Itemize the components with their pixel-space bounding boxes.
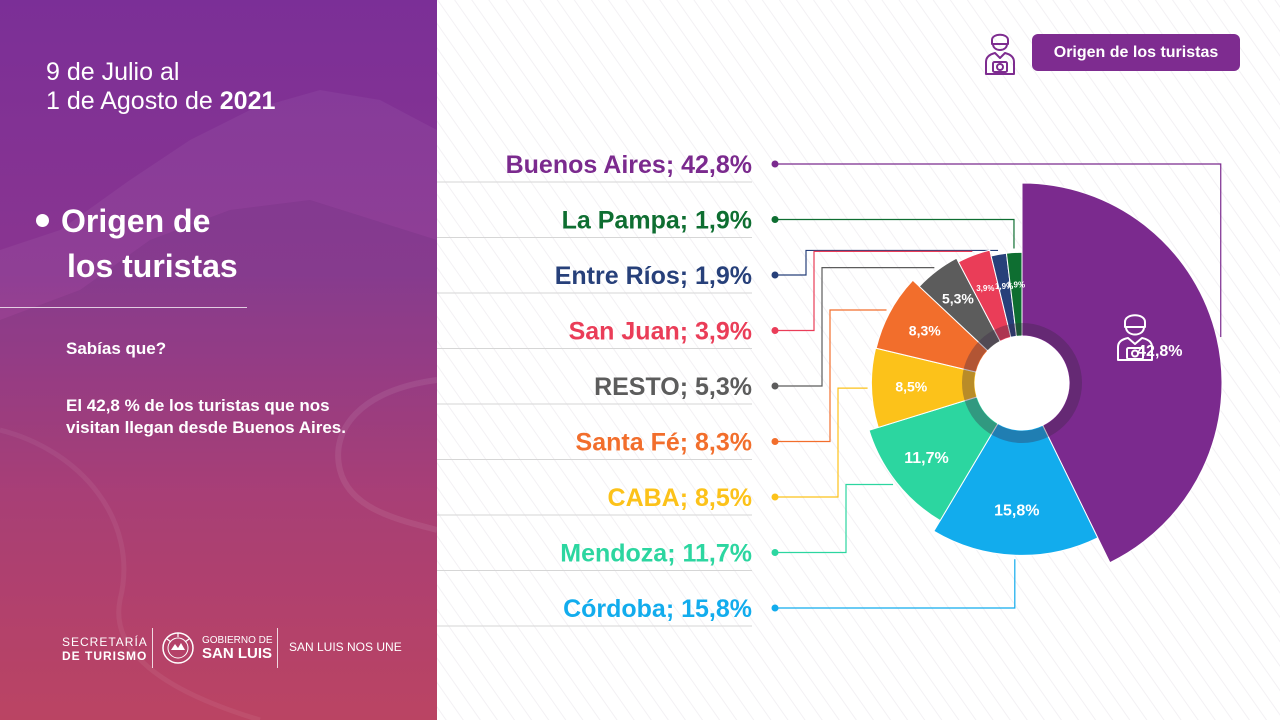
section-title-line-1: Origen de bbox=[61, 203, 211, 239]
secretaria-logo: SECRETARÍA DE TURISMO bbox=[62, 635, 148, 663]
legend-label-san-juan: San Juan; 3,9% bbox=[569, 318, 752, 346]
tourist-camera-icon bbox=[1117, 314, 1153, 361]
mountain-background bbox=[0, 90, 437, 720]
gobierno-line-2: SAN LUIS bbox=[202, 645, 273, 662]
slice-label-cordoba: 15,8% bbox=[994, 503, 1039, 520]
connector-mendoza bbox=[775, 483, 894, 554]
connector-entre-rios bbox=[775, 249, 999, 276]
date-range: 9 de Julio al 1 de Agosto de 2021 bbox=[46, 58, 275, 116]
connector-buenos-aires bbox=[775, 163, 1222, 337]
legend-label-mendoza: Mendoza; 11,7% bbox=[560, 540, 752, 568]
legend-label-cordoba: Córdoba; 15,8% bbox=[563, 595, 752, 623]
origin-tourists-button[interactable]: Origen de los turistas bbox=[1032, 34, 1240, 71]
footer-divider bbox=[277, 628, 278, 668]
slice-label-la-pampa: 1,9% bbox=[1007, 280, 1025, 289]
legend-label-la-pampa: La Pampa; 1,9% bbox=[562, 207, 752, 235]
connector-cordoba bbox=[775, 559, 1016, 609]
date-line-1: 9 de Julio al bbox=[46, 58, 180, 86]
slice-label-mendoza: 11,7% bbox=[904, 450, 948, 467]
legend-label-entre-rios: Entre Ríos; 1,9% bbox=[555, 262, 752, 290]
slice-label-santa-fe: 8,3% bbox=[909, 323, 941, 339]
section-title-line-2: los turistas bbox=[67, 248, 238, 284]
donut-inner-ring bbox=[962, 323, 1082, 443]
tourist-camera-icon bbox=[985, 33, 1015, 75]
gobierno-logo: GOBIERNO DE SAN LUIS bbox=[202, 635, 273, 662]
secretaria-line-2: DE TURISMO bbox=[62, 649, 148, 663]
connector-la-pampa bbox=[775, 218, 1015, 249]
slice-label-caba: 8,5% bbox=[895, 379, 927, 395]
connector-santa-fe bbox=[775, 309, 887, 443]
slice-label-buenos-aires: 42,8% bbox=[1137, 343, 1182, 360]
donut-hole bbox=[975, 336, 1069, 430]
slice-label-san-juan: 3,9% bbox=[976, 284, 994, 293]
connector-san-juan bbox=[775, 250, 973, 332]
divider bbox=[0, 307, 247, 308]
province-seal-icon bbox=[162, 632, 194, 664]
date-year: 2021 bbox=[219, 87, 276, 115]
legend-label-caba: CABA; 8,5% bbox=[608, 484, 752, 512]
footer-divider bbox=[152, 628, 153, 668]
slice-label-entre-rios: 1,9% bbox=[995, 282, 1013, 291]
secretaria-line-1: SECRETARÍA bbox=[62, 635, 148, 649]
connector-caba bbox=[775, 387, 868, 498]
fact-question: Sabías que? bbox=[66, 339, 167, 358]
date-line-2: 1 de Agosto de bbox=[46, 87, 220, 115]
connector-resto bbox=[775, 267, 935, 387]
slogan: SAN LUIS NOS UNE bbox=[289, 640, 402, 654]
fact-text: El 42,8 % de los turistas que nos visita… bbox=[66, 396, 346, 437]
legend-label-resto: RESTO; 5,3% bbox=[594, 373, 752, 401]
bullet-icon bbox=[36, 214, 49, 228]
legend-label-buenos-aires: Buenos Aires; 42,8% bbox=[506, 151, 752, 179]
left-panel: 9 de Julio al 1 de Agosto de 2021 Origen… bbox=[0, 0, 437, 720]
section-title: Origen de los turistas bbox=[36, 199, 238, 289]
legend-label-santa-fe: Santa Fé; 8,3% bbox=[576, 429, 752, 457]
slice-label-resto: 5,3% bbox=[942, 291, 974, 307]
gobierno-line-1: GOBIERNO DE bbox=[202, 635, 273, 646]
